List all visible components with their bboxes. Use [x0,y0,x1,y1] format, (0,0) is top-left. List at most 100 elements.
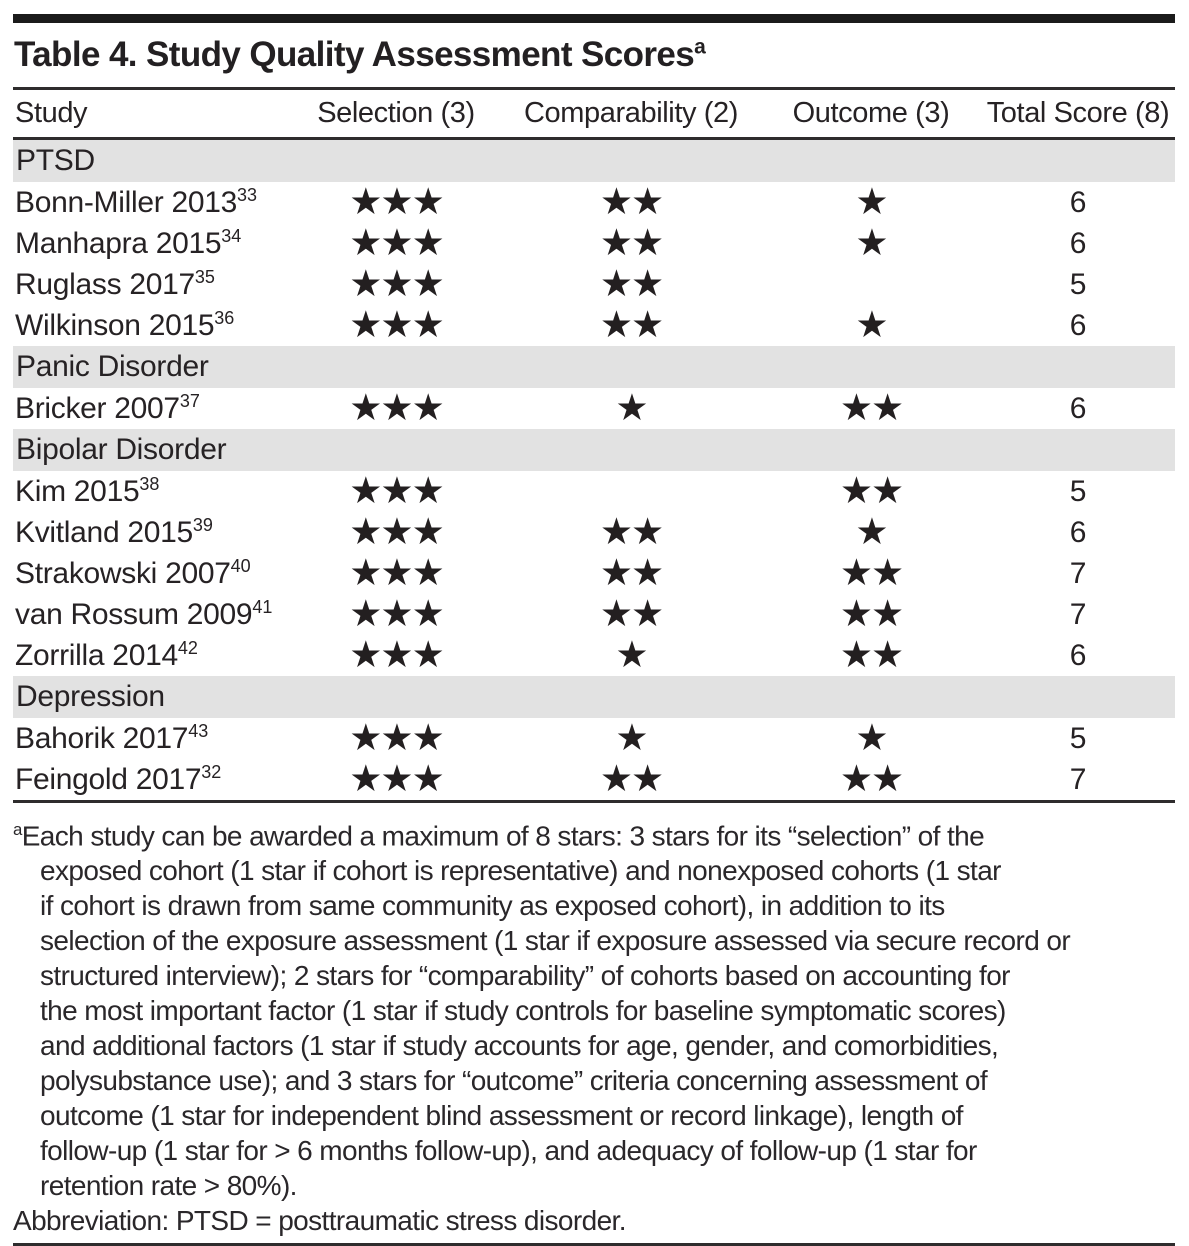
section-header-bipolar-disorder: Bipolar Disorder [13,429,1175,471]
section-header-panic-disorder: Panic Disorder [13,346,1175,388]
study-name: Kvitland 201539 [15,515,213,549]
reference-superscript: 37 [179,391,200,411]
study-name: van Rossum 200941 [15,597,273,631]
selection-stars: ★★★ [349,385,445,429]
outcome-stars: ★★ [839,550,904,594]
footnote-line: selection of the exposure assessment (1 … [40,925,1071,957]
column-header-total-score-8: Total Score (8) [986,97,1170,129]
column-header-outcome-3: Outcome (3) [792,97,950,129]
reference-superscript: 43 [188,721,209,741]
footnote-line: exposed cohort (1 star if cohort is repr… [40,855,1002,887]
footnote-line: the most important factor (1 star if stu… [40,995,1006,1027]
study-name: Feingold 201732 [15,762,222,796]
comparability-stars: ★★ [599,220,664,264]
study-name: Strakowski 200740 [15,556,251,590]
outcome-stars: ★★ [839,591,904,635]
reference-superscript: 40 [230,556,251,576]
selection-stars: ★★★ [349,261,445,305]
selection-stars: ★★★ [349,302,445,346]
comparability-stars: ★ [615,715,648,759]
comparability-stars: ★★ [599,591,664,635]
total-score: 6 [1069,638,1087,672]
study-name: Bonn-Miller 201333 [15,185,258,219]
comparability-stars: ★ [615,632,648,676]
footnote-line: aEach study can be awarded a maximum of … [13,820,985,852]
total-score: 5 [1069,721,1087,755]
table-row: Strakowski 200740 ★★★ ★★ ★★ 7 [13,553,1175,594]
footnote-line: if cohort is drawn from same community a… [40,890,945,922]
outcome-stars: ★ [855,715,888,759]
study-name: Bahorik 201743 [15,721,209,755]
footnote-line: and additional factors (1 star if study … [40,1030,999,1062]
total-score: 6 [1069,226,1087,260]
total-score: 7 [1069,556,1087,590]
table-footnote: aEach study can be awarded a maximum of … [13,812,1175,1238]
total-score: 6 [1069,515,1087,549]
reference-superscript: 42 [177,638,198,658]
comparability-stars: ★★ [599,179,664,223]
footnote-line: polysubstance use); and 3 stars for “out… [40,1065,988,1097]
table-row: Zorrilla 201442 ★★★ ★ ★★ 6 [13,635,1175,676]
table-row: Wilkinson 201536 ★★★ ★★ ★ 6 [13,305,1175,346]
comparability-stars: ★★ [599,261,664,305]
reference-superscript: 41 [252,597,273,617]
total-score: 7 [1069,762,1087,796]
comparability-stars [501,490,761,493]
footnote-marker: a [13,820,22,839]
section-header-depression: Depression [13,676,1175,718]
reference-superscript: 32 [201,762,222,782]
section-header-ptsd: PTSD [13,140,1175,182]
comparability-stars: ★★ [599,550,664,594]
comparability-stars: ★★ [599,509,664,553]
study-name: Zorrilla 201442 [15,638,198,672]
rule-under-title [13,87,1175,90]
outcome-stars: ★★ [839,632,904,676]
footnote-a-lines: aEach study can be awarded a maximum of … [13,812,1175,1203]
table-row: Manhapra 201534 ★★★ ★★ ★ 6 [13,223,1175,264]
comparability-stars: ★★ [599,756,664,800]
total-score: 6 [1069,185,1087,219]
study-name: Bricker 200737 [15,391,200,425]
study-name: Wilkinson 201536 [15,308,235,342]
outcome-stars: ★★ [839,468,904,512]
table-row: Feingold 201732 ★★★ ★★ ★★ 7 [13,759,1175,800]
outcome-stars: ★★ [839,385,904,429]
column-header-selection-3: Selection (3) [317,97,475,129]
column-header-study: Study [15,97,88,129]
footnote-line: structured interview); 2 stars for “comp… [40,960,1011,992]
outcome-stars: ★ [855,509,888,553]
selection-stars: ★★★ [349,509,445,553]
reference-superscript: 33 [237,185,258,205]
selection-stars: ★★★ [349,550,445,594]
selection-stars: ★★★ [349,632,445,676]
footnote-line: retention rate > 80%). [40,1170,297,1202]
outcome-stars: ★ [855,220,888,264]
table-row: Ruglass 201735 ★★★ ★★ 5 [13,264,1175,305]
table-row: Bricker 200737 ★★★ ★ ★★ 6 [13,388,1175,429]
table-title: Table 4. Study Quality Assessment Scores… [13,23,1175,87]
outcome-stars: ★★ [839,756,904,800]
selection-stars: ★★★ [349,756,445,800]
table-header-row: Study Selection (3) Comparability (2) Outco… [13,90,1175,137]
selection-stars: ★★★ [349,220,445,264]
reference-superscript: 35 [194,267,215,287]
table-row: Bahorik 201743 ★★★ ★ ★ 5 [13,718,1175,759]
outcome-stars [761,283,981,286]
selection-stars: ★★★ [349,591,445,635]
comparability-stars: ★ [615,385,648,429]
study-name: Manhapra 201534 [15,226,242,260]
study-name: Kim 201538 [15,474,160,508]
selection-stars: ★★★ [349,468,445,512]
table-row: Kvitland 201539 ★★★ ★★ ★ 6 [13,512,1175,553]
outcome-stars: ★ [855,179,888,223]
table-title-text: Table 4. Study Quality Assessment Scores [14,35,695,74]
study-name: Ruglass 201735 [15,267,215,301]
total-score: 7 [1069,597,1087,631]
table-body: PTSD Bonn-Miller 201333 ★★★ ★★ ★ 6 Manhapra 20… [13,140,1175,800]
abbreviation-line: Abbreviation: PTSD = posttraumatic stres… [13,1205,627,1237]
selection-stars: ★★★ [349,179,445,223]
rule-under-header [13,137,1175,140]
selection-stars: ★★★ [349,715,445,759]
total-score: 6 [1069,391,1087,425]
